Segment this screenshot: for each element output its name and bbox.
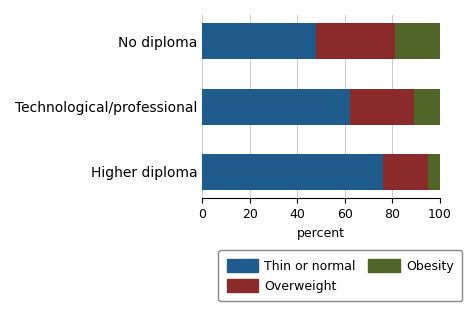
Bar [383, 154, 428, 190]
Bar [428, 154, 440, 190]
Bar [414, 89, 440, 125]
Bar [202, 154, 383, 190]
Bar [202, 89, 350, 125]
Bar [317, 23, 395, 59]
Bar [350, 89, 414, 125]
X-axis label: percent: percent [297, 226, 345, 240]
Legend: Thin or normal, Overweight, Obesity: Thin or normal, Overweight, Obesity [218, 250, 462, 301]
Bar [395, 23, 440, 59]
Bar [202, 23, 317, 59]
